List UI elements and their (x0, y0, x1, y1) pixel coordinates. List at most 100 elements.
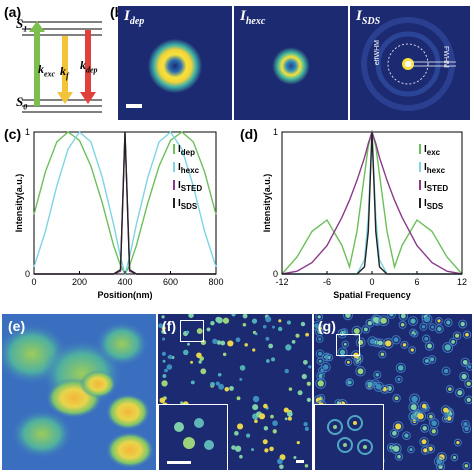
emitter-dot (234, 431, 239, 436)
emitter-dot (188, 314, 194, 318)
emitter-ring (462, 424, 472, 434)
emitter-dot (265, 316, 272, 323)
emitter-ring (389, 428, 400, 438)
emitter-dot (422, 426, 427, 431)
emitter-dot (293, 455, 297, 460)
emitter-ring (462, 461, 471, 470)
emitter-dot (263, 426, 269, 431)
x-tick-label: 600 (163, 277, 178, 287)
emitter-dot (314, 323, 320, 329)
emitter-dot (297, 390, 303, 396)
emitter-ring (316, 371, 325, 381)
emitter-ring (400, 340, 409, 349)
emitter-dot (466, 397, 471, 402)
emitter-dot (417, 413, 424, 420)
scale-bar (126, 104, 142, 108)
emitter-dot (308, 365, 312, 369)
zoom-region-box (336, 334, 360, 356)
emitter-dot (306, 397, 311, 402)
emitter-ring (460, 357, 470, 367)
emitter-dot (236, 396, 241, 401)
emitter-dot (210, 381, 215, 387)
emitter-dot (443, 368, 449, 374)
emitter-dot (242, 323, 247, 327)
emitter-dot (251, 448, 255, 452)
y-tick-label: 0 (25, 269, 30, 279)
emitter-dot (164, 368, 168, 373)
emitter-ring (428, 323, 437, 331)
emitter-ring (361, 325, 371, 334)
zoom-inset (158, 404, 228, 470)
emitter-dot (244, 343, 248, 347)
emitter-dot (231, 445, 236, 450)
emitter-ring (337, 347, 348, 358)
legend-entry: ISTED (424, 180, 448, 193)
emitter-dot (161, 380, 168, 387)
emitter-ring (427, 355, 437, 364)
emitter-ring (464, 379, 472, 389)
emitter-dot (166, 364, 173, 370)
emitter-ring (429, 426, 439, 436)
emitter-dot (200, 368, 207, 375)
image-panel-f: (f) (158, 314, 312, 470)
emitter-dot (421, 439, 427, 445)
emitter-dot (369, 338, 376, 344)
emitter-dot (372, 316, 379, 323)
emitter-ring (382, 338, 394, 349)
fwhm-label: FWHM (442, 46, 449, 68)
emitter-ring (380, 384, 390, 394)
emitter-ring (407, 445, 415, 454)
inset-scale-bar (167, 461, 191, 464)
emitter-ring (322, 352, 332, 362)
emitter-dot (447, 416, 452, 421)
emitter-dot (367, 381, 373, 387)
emitter-dot (258, 413, 266, 420)
emitter-dot (375, 372, 380, 377)
emitter-dot (162, 359, 166, 363)
chart-spatial-frequency: -12 -6 0 6 12 0 1 Spatial Frequency Intensity(a.… (262, 127, 467, 300)
emitter-dot (291, 340, 296, 344)
emitter-dot (380, 352, 385, 357)
legend-entry: Ihexc (424, 162, 446, 175)
emitter-ring (408, 346, 417, 354)
emitter-ring (421, 314, 433, 325)
legend-entry: ISTED (178, 180, 202, 193)
emitter-dot (231, 314, 236, 317)
emitter-dot (159, 397, 166, 404)
emitter-dot (288, 387, 293, 391)
emitter-dot (443, 407, 449, 413)
emitter-dot (218, 383, 225, 390)
emitter-dot (190, 380, 195, 385)
emitter-ring (318, 366, 327, 375)
emitter-ring (448, 337, 458, 347)
emitter-dot (300, 321, 306, 327)
panel-c-label: (c) (4, 126, 22, 142)
emitter-dot (464, 426, 469, 431)
emitter-dot (385, 340, 392, 347)
emitter-dot (456, 440, 460, 445)
emitter-ring (370, 314, 382, 325)
emitter-dot (236, 423, 244, 430)
emitter-dot (296, 440, 300, 445)
emitter-dot (271, 357, 276, 362)
emitter-dot (242, 314, 248, 319)
image-panel-e: (e) (2, 314, 156, 470)
emitter-ring (444, 414, 454, 424)
emitter-dot (303, 359, 308, 365)
emitter-dot (455, 333, 460, 338)
legend-entry: ISDS (178, 198, 198, 211)
emitter-dot (252, 404, 259, 411)
emitter-dot (279, 454, 286, 461)
emitter-ring (365, 379, 375, 390)
emitter-dot (254, 332, 258, 336)
emitter-dot (468, 365, 472, 369)
y-tick-label: 1 (273, 127, 278, 137)
effwhm-label: effWHM (374, 40, 381, 66)
k-f-label: kf (60, 64, 69, 81)
emitter-dot (229, 386, 234, 391)
emitter-ring (395, 375, 403, 384)
emitter-dot (305, 332, 309, 337)
emitter-dot (409, 448, 413, 452)
emitter-dot (161, 329, 166, 334)
emitter-dot (234, 445, 242, 452)
